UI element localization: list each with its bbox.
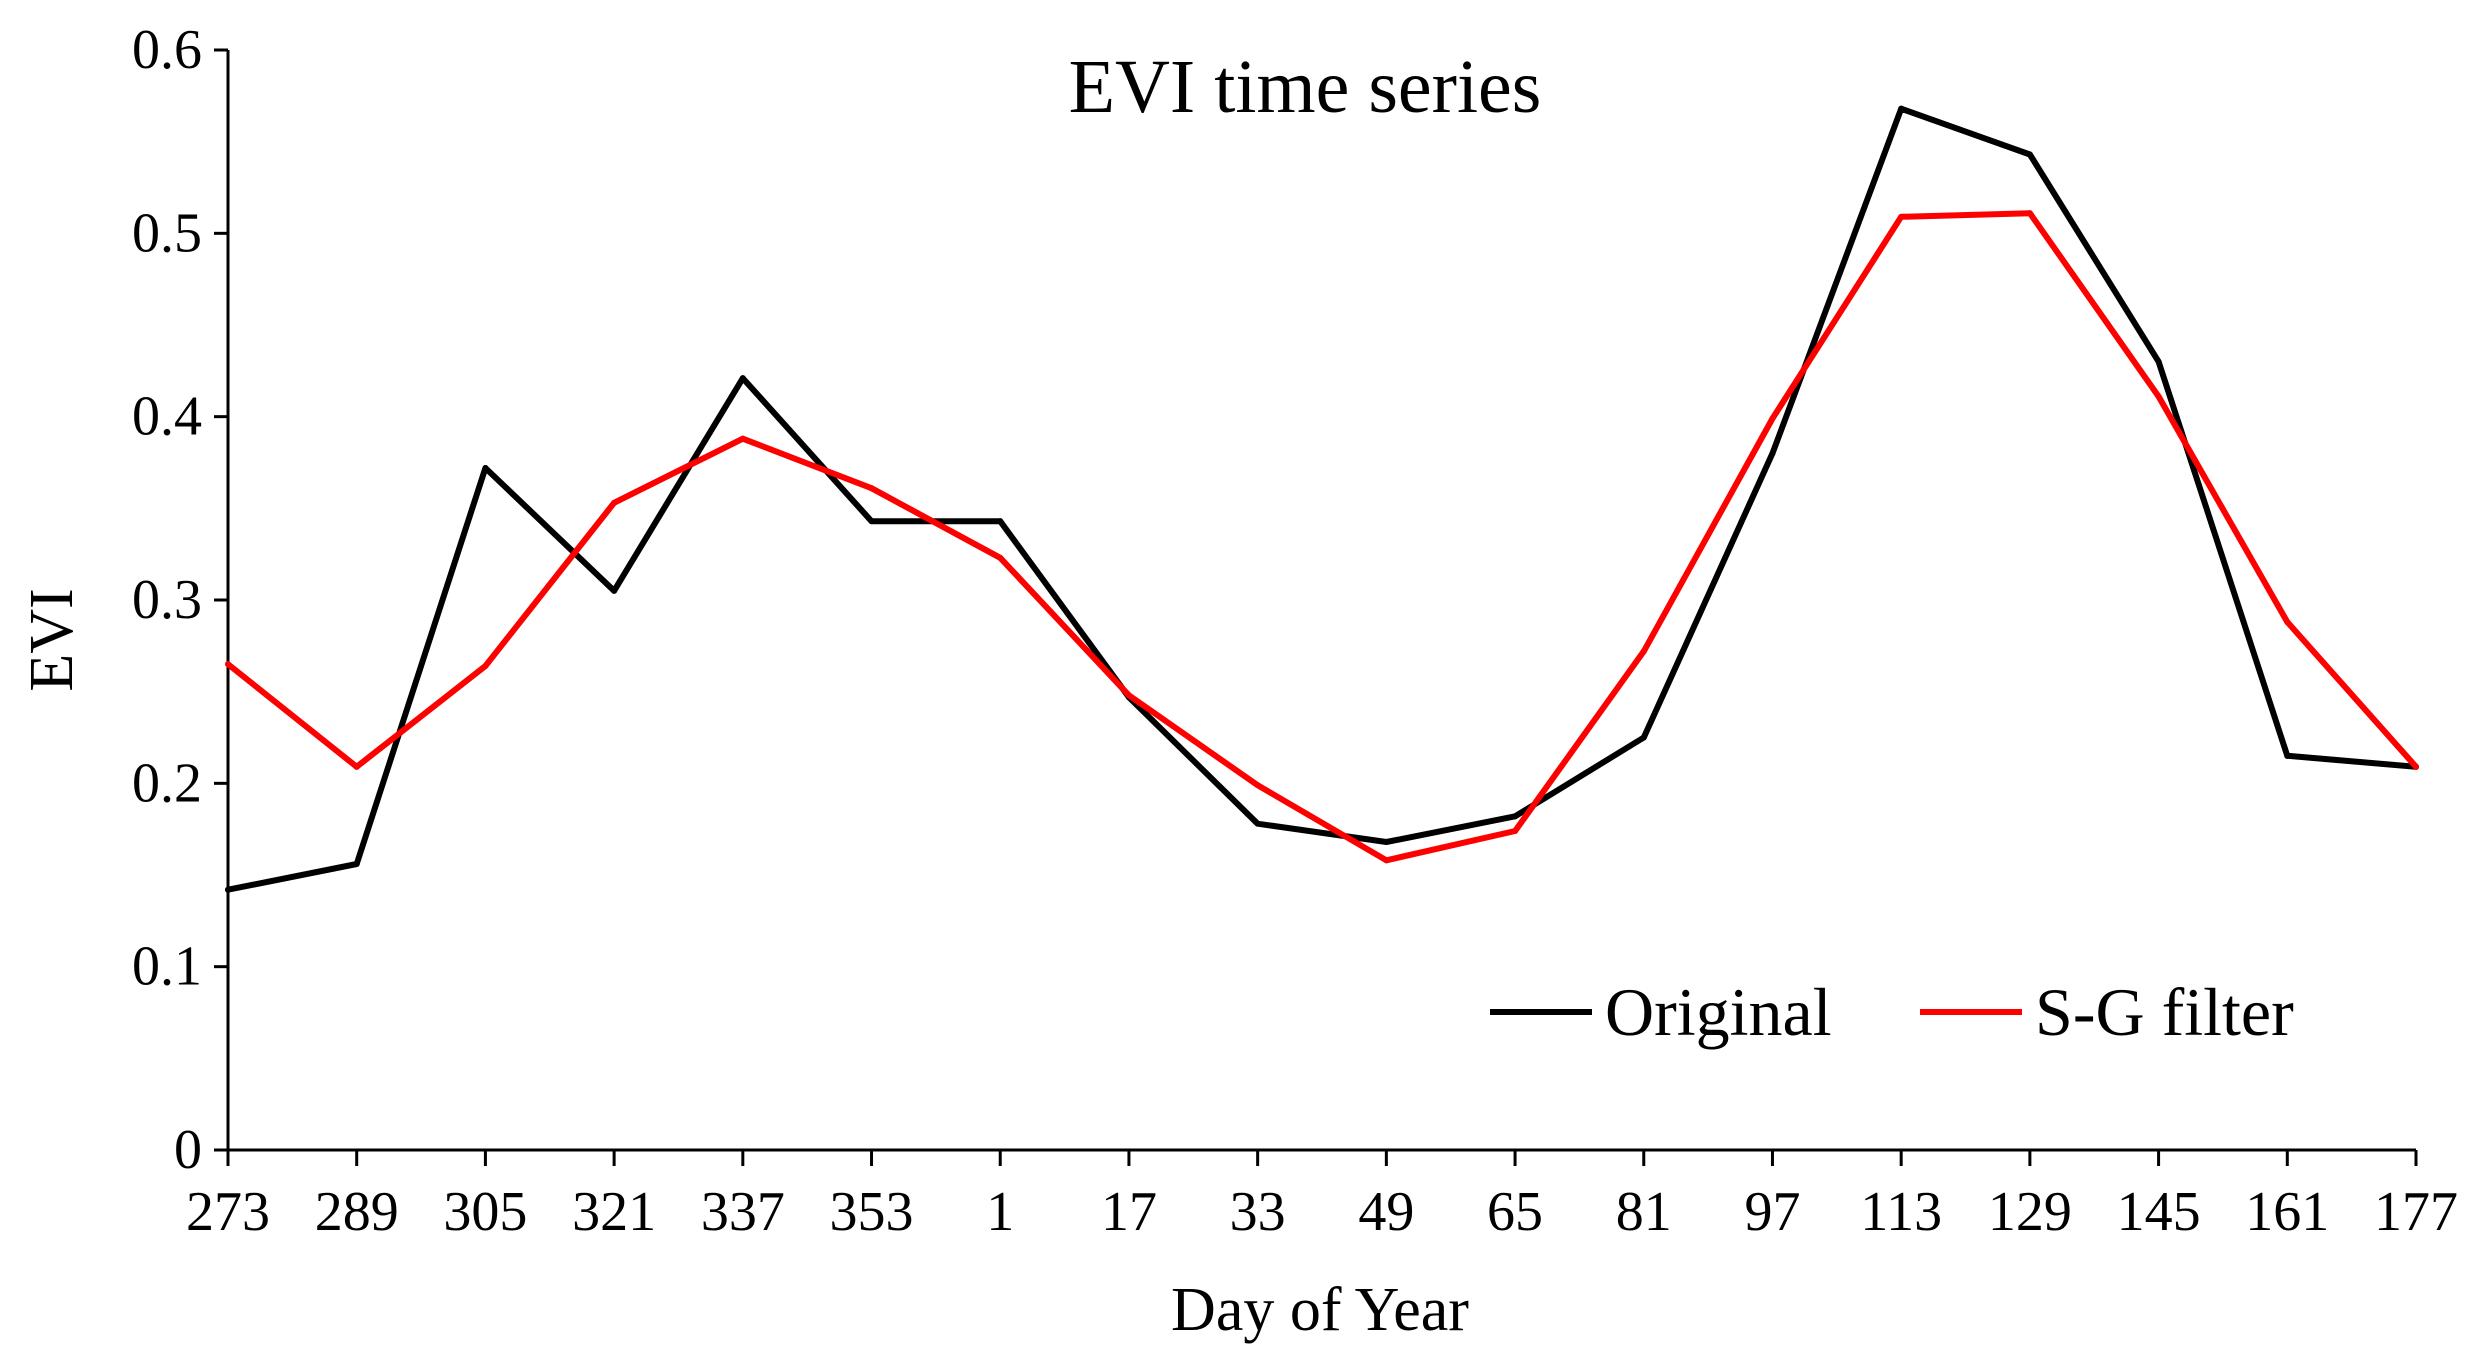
data-point [1254, 782, 1261, 789]
legend: Original S-G filter [1490, 974, 2294, 1050]
data-point [1898, 105, 1905, 112]
data-point [1769, 450, 1776, 457]
data-point [739, 435, 746, 442]
data-point [1512, 813, 1519, 820]
data-point [1769, 415, 1776, 422]
data-point [353, 763, 360, 770]
data-point [611, 587, 618, 594]
data-point [997, 518, 1004, 525]
data-point [1640, 648, 1647, 655]
data-point [2155, 358, 2162, 365]
x-tick-label: 129 [1988, 1181, 2072, 1243]
data-point [997, 554, 1004, 561]
x-tick-label: 49 [1358, 1181, 1414, 1243]
x-tick-label: 161 [2245, 1181, 2329, 1243]
x-tick-label: 97 [1744, 1181, 1800, 1243]
data-point [868, 518, 875, 525]
x-tick-label: 145 [2117, 1181, 2201, 1243]
x-tick-label: 305 [443, 1181, 527, 1243]
data-point [1512, 828, 1519, 834]
series-line [225, 210, 2419, 864]
data-point [2026, 151, 2033, 158]
x-tick-label: 65 [1487, 1181, 1543, 1243]
data-point [2284, 619, 2291, 625]
y-axis-ticks: 0 0.1 0.2 0.3 0.4 0.5 0.6 [132, 19, 228, 1181]
data-point [482, 465, 489, 471]
data-point [225, 886, 231, 893]
y-tick-label: 0.4 [132, 386, 202, 448]
series-s-g-filter [225, 210, 2419, 864]
data-point [353, 861, 360, 867]
data-point [611, 499, 618, 506]
data-point [1383, 839, 1390, 845]
data-point [2284, 752, 2291, 759]
x-tick-label: 113 [1860, 1181, 1942, 1243]
y-tick-label: 0.3 [132, 569, 202, 631]
x-axis-title: Day of Year [1171, 1276, 1469, 1344]
data-point [2026, 210, 2033, 217]
legend-label-original: Original [1605, 974, 1832, 1050]
data-point [868, 485, 875, 492]
data-point [2155, 393, 2162, 400]
y-tick-label: 0.6 [132, 19, 202, 81]
x-tick-label: 273 [186, 1181, 270, 1243]
data-point [2413, 763, 2419, 770]
data-point [1640, 734, 1647, 741]
y-tick-label: 0 [174, 1119, 202, 1181]
data-point [1383, 857, 1390, 864]
data-point [1125, 692, 1132, 699]
x-tick-label: 289 [315, 1181, 399, 1243]
data-point [739, 375, 746, 382]
y-axis-title: EVI [18, 588, 86, 691]
x-tick-label: 177 [2374, 1181, 2458, 1243]
y-tick-label: 0.1 [132, 936, 202, 998]
x-tick-label: 353 [830, 1181, 914, 1243]
series-layer [225, 105, 2419, 893]
x-tick-label: 81 [1616, 1181, 1672, 1243]
x-tick-label: 17 [1101, 1181, 1157, 1243]
x-tick-label: 1 [986, 1181, 1014, 1243]
legend-label-sg-filter: S-G filter [2035, 974, 2294, 1050]
x-tick-label: 33 [1230, 1181, 1286, 1243]
data-point [1898, 213, 1905, 220]
x-tick-label: 337 [701, 1181, 785, 1243]
y-tick-label: 0.2 [132, 752, 202, 814]
data-point [482, 663, 489, 669]
x-axis-ticks: 273 289 305 321 337 353 1 17 33 49 65 81 97 113 129 145… [186, 1150, 2458, 1243]
series-line [225, 105, 2419, 893]
chart-title: EVI time series [1069, 45, 1542, 129]
series-original [225, 105, 2419, 893]
x-tick-label: 321 [572, 1181, 656, 1243]
data-point [225, 661, 231, 668]
data-point [1254, 820, 1261, 827]
y-tick-label: 0.5 [132, 202, 202, 264]
